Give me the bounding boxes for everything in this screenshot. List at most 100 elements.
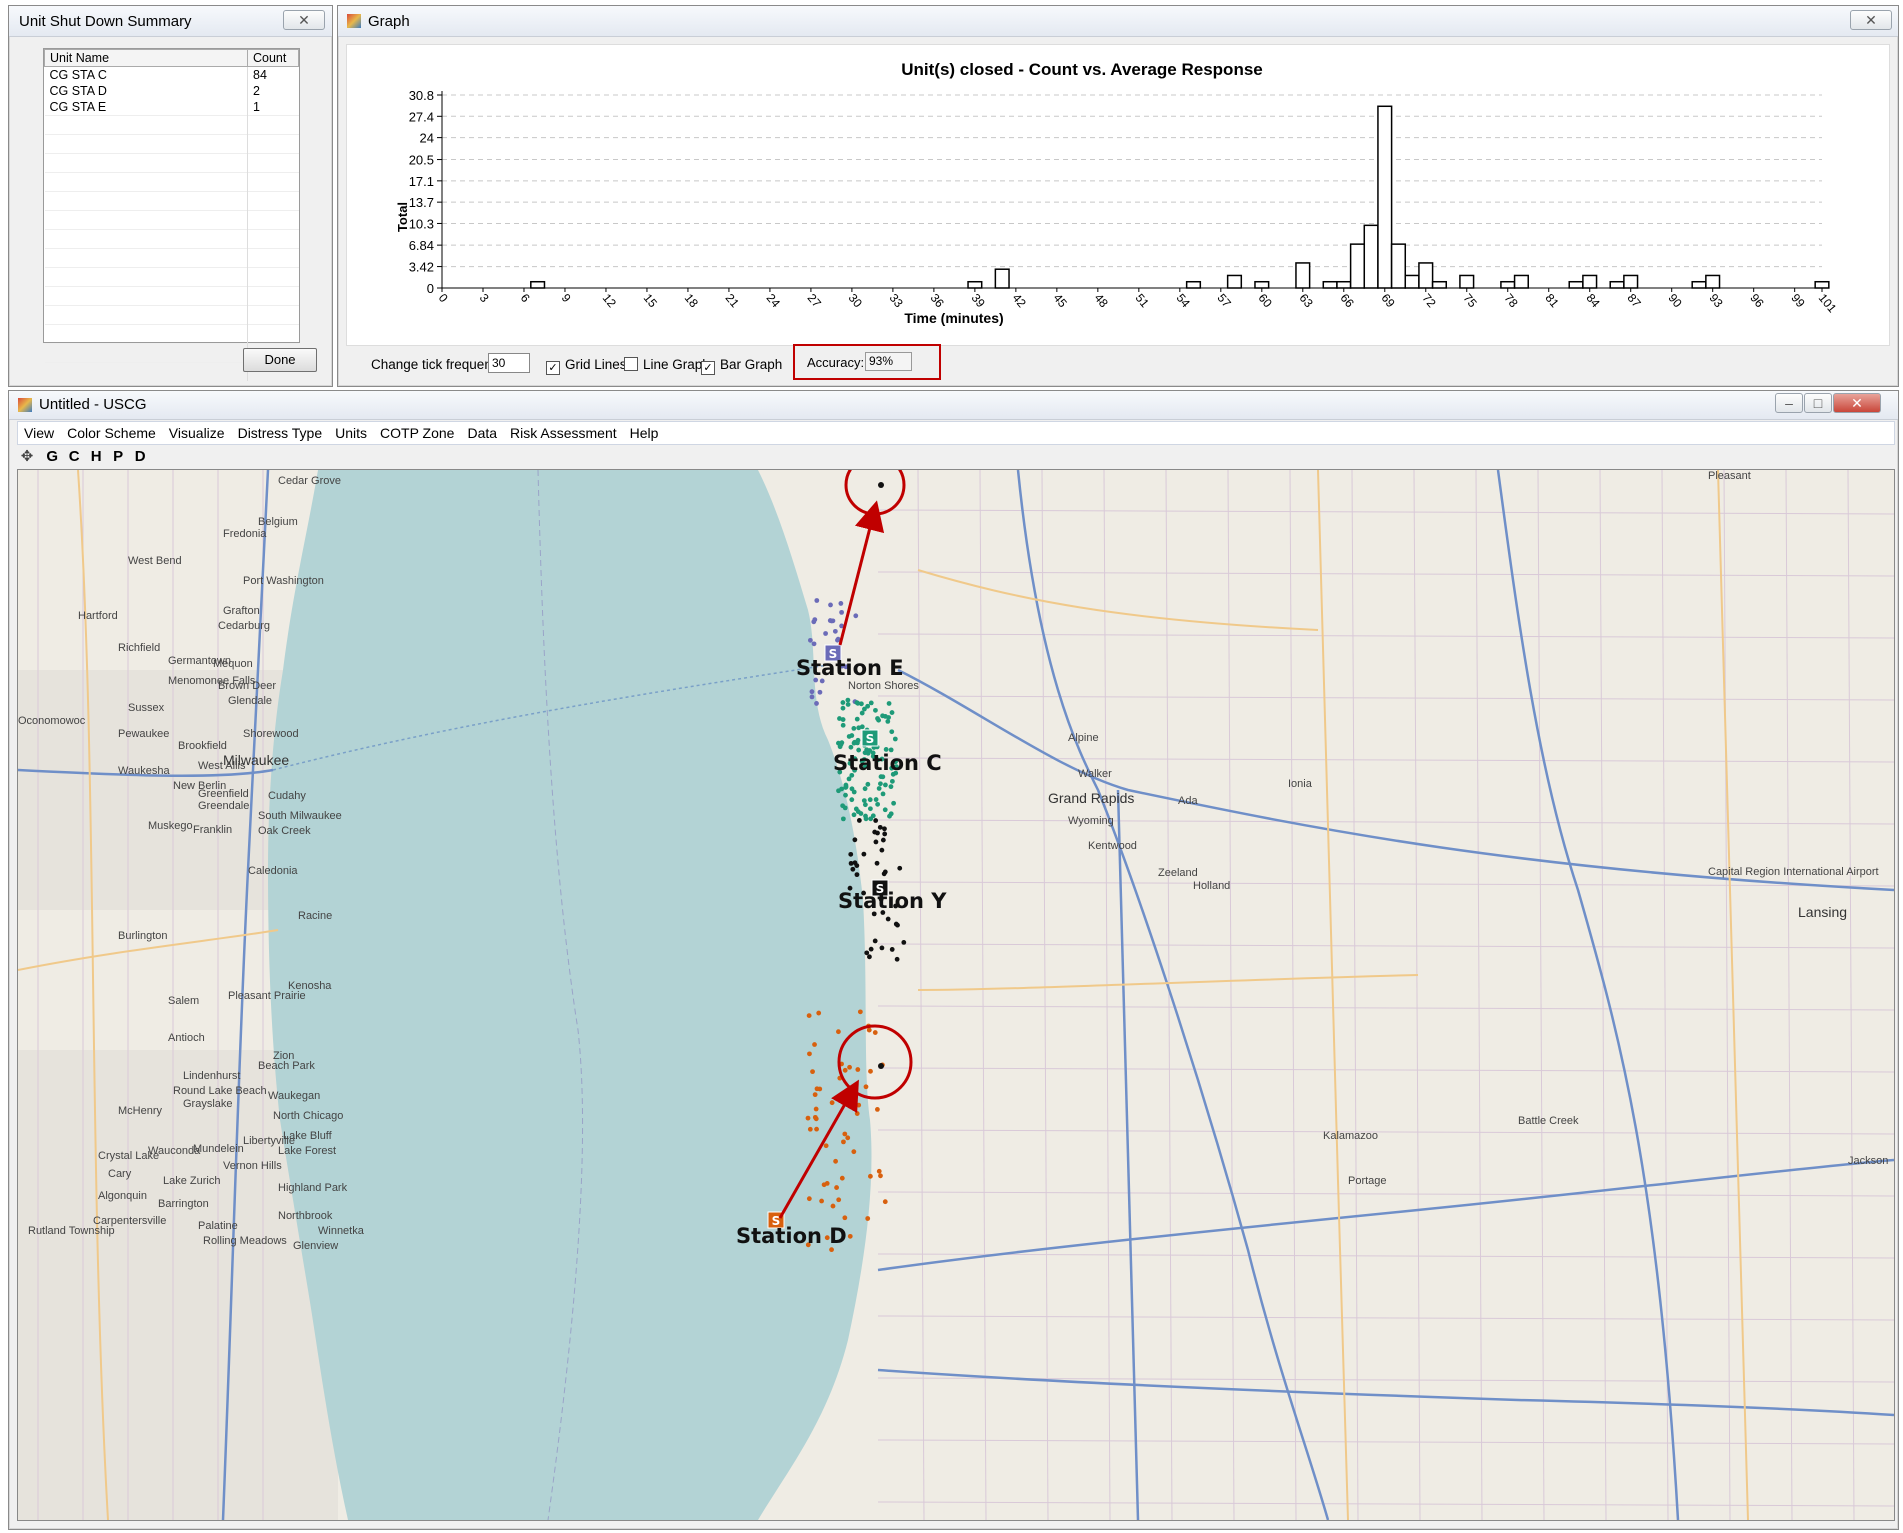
graph-titlebar[interactable]: Graph ✕ (338, 6, 1898, 37)
incident-point[interactable] (883, 713, 888, 719)
incident-point[interactable] (842, 1131, 848, 1137)
tick-frequency-input[interactable] (488, 353, 530, 373)
incident-point[interactable] (873, 818, 879, 823)
incident-point[interactable] (819, 1198, 825, 1204)
incident-point[interactable] (893, 759, 898, 765)
incident-point[interactable] (854, 872, 860, 878)
incident-point[interactable] (880, 837, 886, 843)
incident-point[interactable] (877, 824, 883, 830)
incident-point[interactable] (888, 747, 894, 753)
grid-lines-checkbox[interactable]: ✓ Grid Lines (546, 357, 627, 375)
incident-point[interactable] (868, 1068, 873, 1074)
incident-point[interactable] (878, 1063, 884, 1069)
incident-point[interactable] (876, 786, 882, 791)
menu-item-distress-type[interactable]: Distress Type (237, 425, 323, 441)
incident-point[interactable] (872, 1030, 878, 1035)
incident-point[interactable] (875, 830, 880, 836)
incident-point[interactable] (824, 1180, 830, 1186)
incident-point[interactable] (837, 716, 842, 721)
station-marker[interactable] (871, 879, 889, 897)
incident-point[interactable] (816, 1010, 822, 1016)
incident-point[interactable] (870, 813, 876, 819)
incident-point[interactable] (883, 782, 888, 788)
incident-point[interactable] (843, 792, 848, 798)
incident-point[interactable] (868, 946, 874, 952)
menu-item-visualize[interactable]: Visualize (168, 425, 225, 441)
incident-point[interactable] (841, 1139, 846, 1145)
incident-point[interactable] (843, 782, 849, 788)
incident-point[interactable] (888, 811, 894, 817)
incident-point[interactable] (889, 765, 895, 771)
incident-point[interactable] (863, 816, 869, 822)
incident-point[interactable] (862, 802, 868, 808)
incident-point[interactable] (894, 956, 900, 962)
incident-point[interactable] (855, 737, 861, 743)
incident-point[interactable] (837, 744, 843, 750)
incident-point[interactable] (852, 756, 858, 761)
incident-point[interactable] (839, 786, 845, 792)
bar-graph-checkbox[interactable]: ✓ Bar Graph (701, 357, 782, 375)
incident-point[interactable] (871, 911, 877, 917)
incident-point[interactable] (885, 916, 891, 922)
incident-point[interactable] (862, 764, 868, 769)
incident-point[interactable] (855, 1067, 861, 1072)
toolbar-button-d[interactable]: D (134, 448, 146, 465)
incident-point[interactable] (854, 716, 860, 722)
incident-point[interactable] (847, 1064, 852, 1070)
table-row[interactable]: CG STA D 2 (44, 83, 299, 99)
incident-point[interactable] (883, 747, 889, 752)
incident-point[interactable] (813, 1106, 819, 1112)
incident-point[interactable] (889, 947, 895, 952)
incident-point[interactable] (874, 1107, 880, 1112)
incident-point[interactable] (885, 719, 891, 724)
incident-point[interactable] (847, 760, 853, 766)
bar-graph-check-icon[interactable]: ✓ (701, 361, 715, 375)
incident-point[interactable] (812, 617, 818, 623)
incident-point[interactable] (897, 865, 903, 871)
incident-point[interactable] (814, 598, 820, 603)
incident-point[interactable] (823, 1143, 829, 1149)
incident-point[interactable] (838, 601, 844, 606)
incident-point[interactable] (861, 890, 866, 896)
close-icon[interactable]: ✕ (283, 10, 325, 30)
incident-point[interactable] (875, 801, 881, 807)
incident-point[interactable] (807, 1051, 812, 1057)
incident-point[interactable] (889, 710, 895, 715)
incident-point[interactable] (843, 664, 849, 670)
station-marker[interactable] (824, 644, 842, 662)
incident-point[interactable] (882, 869, 888, 875)
summary-titlebar[interactable]: Unit Shut Down Summary ✕ (9, 6, 332, 37)
incident-point[interactable] (836, 1029, 841, 1035)
incident-point[interactable] (811, 641, 817, 647)
incident-point[interactable] (875, 757, 881, 763)
incident-point[interactable] (823, 631, 828, 636)
incident-point[interactable] (824, 1235, 830, 1241)
maximize-icon[interactable]: □ (1804, 393, 1832, 413)
incident-point[interactable] (865, 781, 871, 787)
toolbar-button-p[interactable]: P (113, 448, 124, 465)
incident-point[interactable] (861, 851, 867, 857)
incident-point[interactable] (842, 805, 848, 811)
incident-point[interactable] (876, 1168, 882, 1174)
incident-point[interactable] (812, 1114, 818, 1120)
incident-point[interactable] (848, 744, 854, 750)
incident-point[interactable] (849, 797, 855, 803)
toolbar-button-h[interactable]: H (90, 448, 102, 465)
incident-point[interactable] (846, 776, 852, 782)
incident-point[interactable] (866, 1027, 872, 1033)
incident-point[interactable] (876, 717, 882, 723)
incident-point[interactable] (840, 700, 846, 705)
menu-item-cotp-zone[interactable]: COTP Zone (380, 425, 455, 441)
incident-point[interactable] (889, 778, 895, 784)
incident-point[interactable] (879, 945, 885, 951)
menu-item-units[interactable]: Units (335, 425, 368, 441)
grid-lines-check-icon[interactable]: ✓ (546, 361, 560, 375)
incident-point[interactable] (878, 781, 883, 787)
incident-point[interactable] (839, 663, 845, 669)
incident-point[interactable] (861, 798, 867, 804)
incident-point[interactable] (849, 772, 855, 778)
incident-point[interactable] (865, 750, 871, 756)
incident-point[interactable] (830, 1203, 836, 1209)
incident-point[interactable] (813, 677, 819, 683)
incident-point[interactable] (856, 725, 862, 731)
